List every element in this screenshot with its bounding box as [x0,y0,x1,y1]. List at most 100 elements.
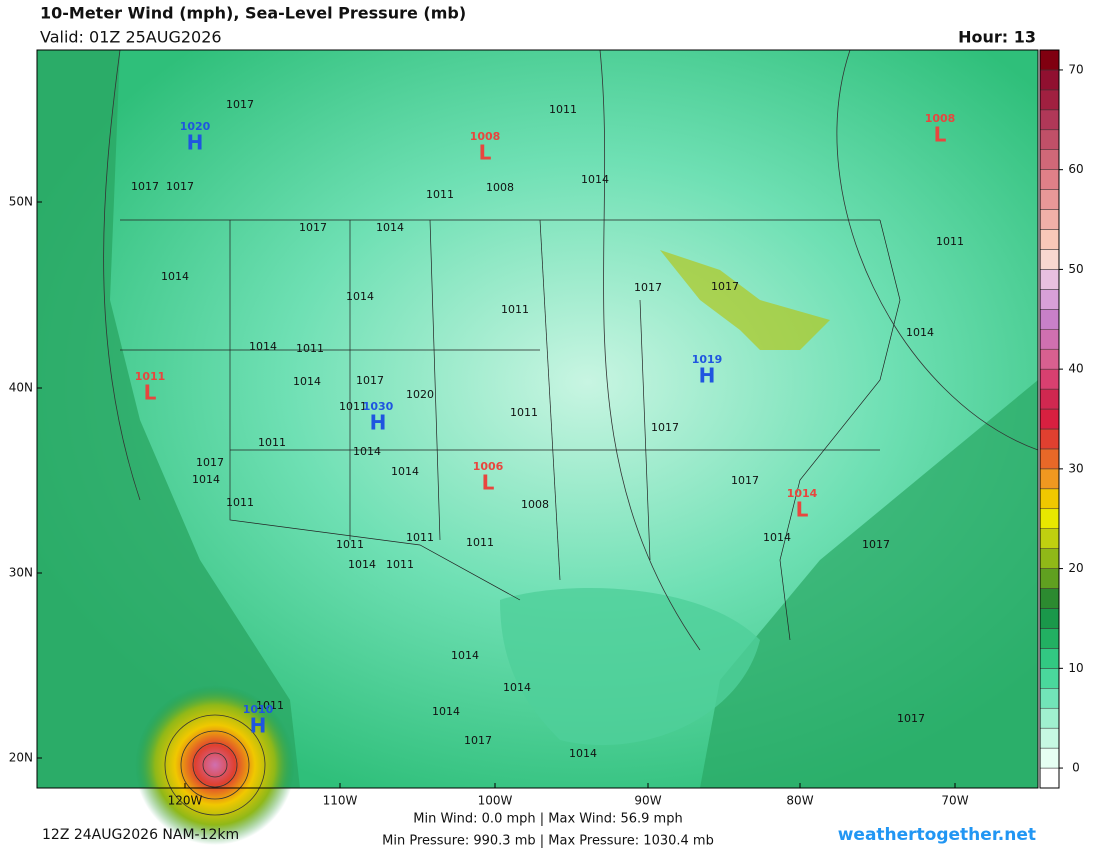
center-symbol: H [250,714,267,738]
isobar-label: 1011 [386,558,414,571]
isobar-label: 1014 [161,270,189,283]
colorbar-bin [1039,309,1060,330]
isobar-label: 1011 [258,436,286,449]
isobar-label: 1014 [906,326,934,339]
colorbar-tick-label: 30 [1068,461,1083,475]
colorbar-bin [1039,388,1060,410]
pressure-stats: Min Pressure: 990.3 mb | Max Pressure: 1… [382,834,714,849]
colorbar-bin [1039,548,1060,569]
colorbar-bin [1039,568,1060,589]
isobar-label: 1011 [339,400,367,413]
colorbar-tick-label: 10 [1068,661,1083,675]
isobar-label: 1017 [166,180,194,193]
center-symbol: L [479,141,492,165]
isobar-label: 1014 [569,747,597,760]
isobar-label: 1014 [348,558,376,571]
colorbar-bin [1039,508,1060,529]
colorbar-bin [1039,428,1060,450]
isobar-label: 1014 [376,221,404,234]
center-symbol: L [796,498,809,522]
center-value: 1019 [692,353,723,366]
map-area [36,49,1039,845]
isobar-label: 1011 [510,406,538,419]
map-frame [36,49,1039,789]
isobars [103,49,1039,816]
center-value: 1008 [470,130,501,143]
colorbar-bin [1039,249,1060,270]
colorbar-bin [1039,348,1060,370]
center-symbol: H [370,411,387,435]
isobar-label: 1017 [131,180,159,193]
isobar-label: 1014 [581,173,609,186]
colorbar-bin [1039,668,1060,689]
isobar-label: 1014 [432,705,460,718]
colorbar-bin [1039,408,1060,430]
great-lakes [660,250,830,350]
colorbar-bin [1039,269,1060,290]
colorbar-tick-label: 50 [1068,262,1083,276]
valid-time: Valid: 01Z 25AUG2026 [40,28,222,47]
center-value: 1010 [243,703,274,716]
lon-label: 90W [634,794,661,808]
colorbar-tick-label: 70 [1068,62,1083,76]
isobar-label: 1011 [501,303,529,316]
isobar-label: 1008 [521,498,549,511]
center-value: 1030 [363,400,394,413]
colorbar-bin [1039,169,1060,190]
isobar-label: 1008 [486,181,514,194]
isobar-label: 1017 [651,421,679,434]
isobar-label: 1020 [406,388,434,401]
colorbar-bin [1039,588,1060,609]
lon-label: 120W [168,794,203,808]
colorbar-bin [1039,229,1060,250]
borders [120,219,901,641]
colorbar-bin [1039,707,1060,729]
isobar-label: 1011 [296,342,324,355]
isobar-label: 1014 [391,465,419,478]
center-value: 1020 [180,120,211,133]
isobar-label: 1011 [936,235,964,248]
colorbar-bin [1039,289,1060,310]
colorbar-bin [1039,688,1060,709]
colorbar-bin [1039,109,1060,131]
colorbar-bin [1039,448,1060,470]
colorbar-bin [1039,727,1060,749]
hurricane [135,685,295,845]
center-value: 1006 [473,460,504,473]
isobar-label: 1017 [196,456,224,469]
center-value: 1011 [135,370,166,383]
colorbar-bin [1039,648,1060,669]
isobar-label: 1014 [503,681,531,694]
colorbar-bin [1039,149,1060,170]
colorbar-tick-label: 0 [1072,761,1080,775]
center-symbol: L [934,123,947,147]
isobar-label: 1017 [731,474,759,487]
isobar-label: 1014 [763,531,791,544]
lon-label: 100W [478,794,513,808]
colorbar-bin [1039,608,1060,629]
isobar-label: 1011 [336,538,364,551]
colorbar-bin [1039,328,1060,350]
colorbar-bin [1039,89,1060,111]
isobar-label: 1017 [862,538,890,551]
center-value: 1014 [787,487,818,500]
colorbar-tick-label: 40 [1068,362,1083,376]
isobar-label: 1014 [346,290,374,303]
title: 10-Meter Wind (mph), Sea-Level Pressure … [40,4,466,23]
colorbar-tick-label: 60 [1068,162,1083,176]
colorbar-bin [1039,368,1060,390]
isobar-label: 1014 [192,473,220,486]
isobar-label: 1014 [353,445,381,458]
colorbar-frame [1039,49,1060,789]
colorbar-bin [1039,69,1060,91]
isobar-label: 1017 [299,221,327,234]
isobar-label: 1014 [293,375,321,388]
lat-label: 20N [9,751,33,765]
isobar-label: 1017 [226,98,254,111]
lon-label: 110W [323,794,358,808]
isobar-label: 1011 [549,103,577,116]
atlantic-ocean [700,380,1038,788]
pacific-ocean [37,50,300,788]
